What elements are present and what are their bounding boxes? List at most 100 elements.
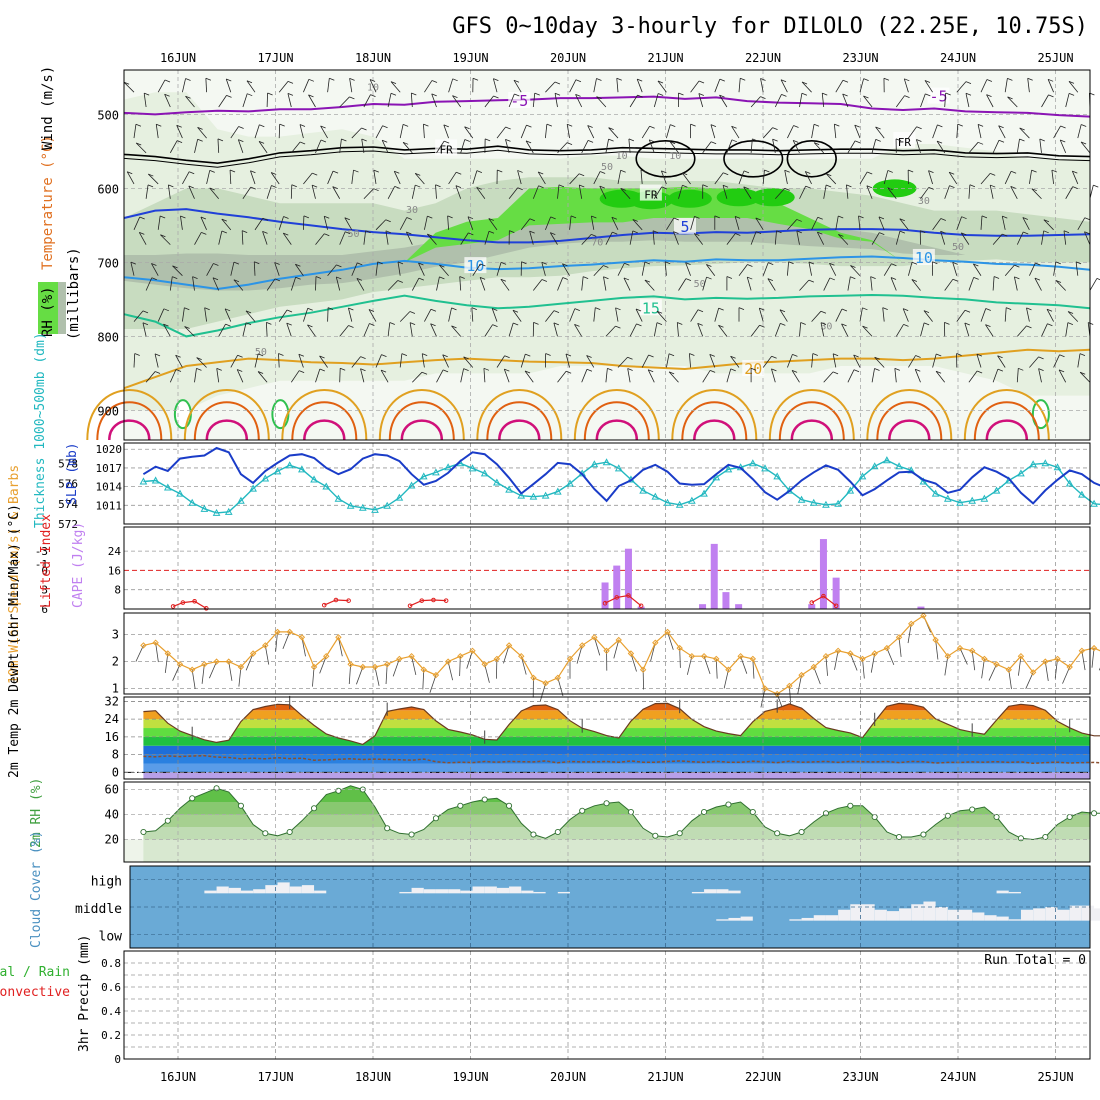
wind-barb-flag — [587, 140, 594, 143]
wind-barb-flag — [820, 310, 827, 314]
wind-barb-flag — [694, 216, 700, 219]
wind-barb-flag — [464, 139, 470, 142]
wind-barb — [924, 80, 933, 93]
wind-barb — [935, 639, 939, 660]
wind-barb — [821, 93, 825, 108]
wind-barb-flag — [390, 81, 397, 85]
wind-barb-flag — [928, 170, 934, 173]
wind-barb-flag — [380, 369, 387, 373]
wind-barb-flag — [574, 324, 580, 327]
wind-barb — [813, 666, 821, 685]
wind-barb — [387, 93, 392, 108]
wind-barb-flag — [271, 172, 277, 175]
wind-barb-flag — [697, 309, 704, 313]
wind-barb — [620, 188, 631, 200]
wind-barb-flag — [743, 186, 749, 190]
wind-barb-flag — [652, 230, 659, 234]
wind-barb — [644, 279, 655, 291]
wind-barb-flag — [1060, 125, 1066, 129]
wind-barb-flag — [189, 171, 195, 175]
wind-barb-flag — [427, 233, 433, 237]
wind-barb-flag — [534, 92, 540, 96]
wind-barb-flag — [697, 322, 703, 326]
cloud-cell-middle — [801, 917, 814, 921]
wind-barb — [858, 215, 861, 230]
wind-barb-flag — [402, 141, 409, 145]
wind-barb-flag — [874, 368, 880, 371]
p3-cape-label: CAPE (J/kg) — [71, 522, 86, 608]
wind-barb — [411, 184, 416, 199]
wind-barb-flag — [385, 230, 392, 234]
wind-barb-flag — [319, 368, 325, 372]
thickness-tick-label: 576 — [58, 478, 78, 491]
wind-barb-flag — [932, 261, 938, 265]
cloud-cell-middle — [825, 915, 839, 921]
wind-speed-marker — [895, 634, 903, 641]
wind-barb-flag — [1014, 276, 1020, 280]
boundary-layer-isotherm — [476, 389, 563, 441]
wind-barb-flag — [722, 184, 729, 188]
wind-barb — [710, 124, 716, 139]
wind-barb — [1089, 278, 1098, 291]
wind-speed-marker — [164, 650, 172, 657]
wind-barb — [169, 276, 173, 291]
wind-barb — [500, 278, 510, 291]
wind-barb — [1053, 125, 1061, 139]
wind-barb — [472, 170, 478, 185]
wind-barb-flag — [250, 186, 256, 190]
wind-speed-marker — [432, 671, 440, 679]
wind-barb-flag — [874, 356, 880, 360]
wind-barb — [424, 216, 428, 230]
cloud-cell-high — [1008, 891, 1021, 894]
wind-barb — [787, 219, 798, 231]
cape-bar — [735, 604, 743, 609]
wind-barb — [829, 263, 837, 276]
wind-barb — [363, 94, 371, 108]
thickness-marker — [1053, 463, 1062, 471]
wind-barb — [841, 323, 849, 337]
wind-barb-flag — [668, 353, 675, 357]
cloud-cell-high — [557, 891, 570, 894]
rh-marker — [1066, 813, 1073, 821]
wind-barb — [750, 231, 757, 245]
wind-barb — [850, 265, 861, 276]
wind-barb-flag — [164, 93, 170, 97]
wind-barb-flag — [904, 95, 910, 99]
wind-barb — [928, 170, 933, 185]
pressure-tick-label: 700 — [97, 256, 119, 270]
wind-barb-flag — [887, 170, 893, 173]
wind-speed-marker — [457, 652, 464, 660]
wind-barb — [418, 262, 425, 276]
wind-barb — [636, 78, 643, 93]
wind-barb-flag — [488, 218, 494, 221]
wind-barb — [464, 126, 474, 139]
wind-barb — [944, 656, 949, 676]
p1-temp-label: Temperature (°C) — [40, 135, 56, 270]
wind-barb — [1077, 353, 1081, 368]
wind-barb-flag — [221, 230, 227, 234]
cape-tick-label: 24 — [108, 545, 122, 558]
wind-barb — [772, 139, 776, 153]
li-marker — [346, 598, 351, 603]
rh-contour-label: 30 — [918, 196, 930, 207]
wind-barb — [1065, 93, 1070, 108]
wind-barb — [784, 170, 788, 185]
wind-barb-flag — [299, 141, 306, 145]
rh-contour-label: 50 — [694, 279, 706, 290]
bottom-date-label: 17JUN — [257, 1070, 293, 1084]
cloud-cell-middle — [923, 901, 936, 921]
cloud-cell-high — [301, 885, 315, 894]
wind-barb — [194, 139, 199, 153]
wind-barb-flag — [513, 79, 520, 83]
wind-speed-marker — [627, 650, 635, 657]
wind-barb — [968, 370, 978, 383]
wind-barb-flag — [497, 169, 503, 173]
wind-barb-flag — [730, 368, 736, 372]
wind-barb — [553, 322, 558, 337]
li-marker — [419, 598, 425, 603]
wind-barb-flag — [135, 123, 142, 127]
wind-barb — [647, 369, 655, 383]
bottom-date-label: 20JUN — [550, 1070, 586, 1084]
wind-speed-marker — [810, 663, 817, 671]
